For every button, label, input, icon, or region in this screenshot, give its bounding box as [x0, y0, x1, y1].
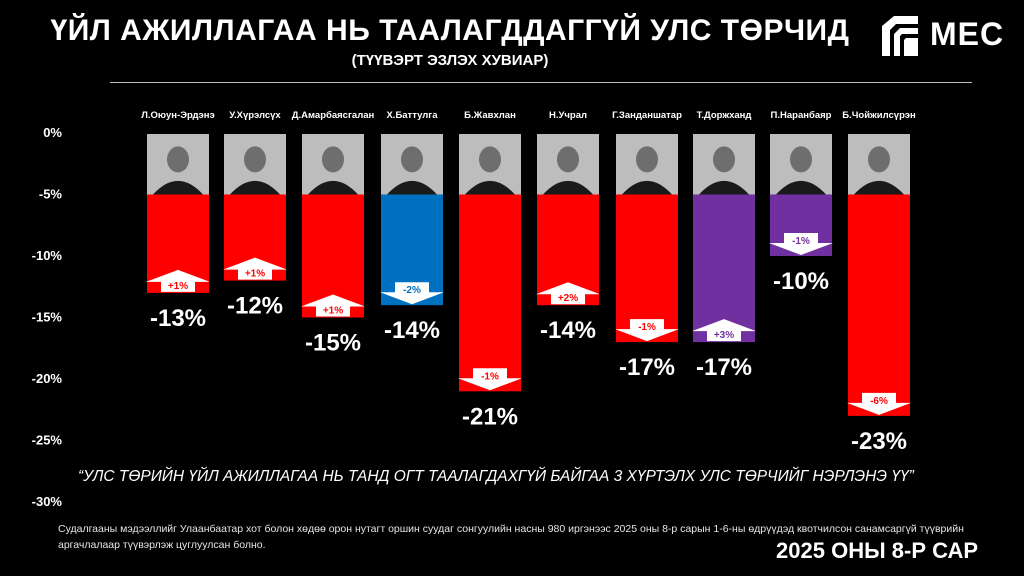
- candidate-name: У.Хүрэлсүх: [229, 110, 281, 121]
- portrait-head: [557, 146, 579, 173]
- candidate-name: Н.Учрал: [549, 110, 587, 121]
- change-label: -1%: [792, 236, 810, 247]
- portrait-suit: [776, 180, 826, 195]
- portrait-head: [167, 146, 189, 173]
- bar: [848, 194, 910, 416]
- bar: [459, 194, 521, 392]
- portrait-suit: [153, 180, 203, 195]
- candidate-portrait: [302, 134, 364, 195]
- portrait-head: [868, 146, 890, 173]
- change-label: +3%: [714, 330, 734, 341]
- change-arrow-up-icon: [692, 319, 756, 342]
- candidate-name: Т.Доржханд: [697, 110, 752, 121]
- mec-logo: MEC: [876, 12, 1016, 60]
- y-tick-label: -30%: [32, 494, 63, 509]
- portrait-suit: [854, 180, 904, 195]
- change-arrow-down-icon: [615, 319, 679, 342]
- value-label: -17%: [696, 354, 752, 381]
- change-label: +1%: [168, 281, 188, 292]
- bar: [693, 194, 755, 343]
- portrait-head: [636, 146, 658, 173]
- change-arrow-down-icon: [380, 282, 444, 305]
- y-tick-label: -10%: [32, 248, 63, 263]
- portrait-head: [322, 146, 344, 173]
- portrait-head: [479, 146, 501, 173]
- candidate-portrait: [459, 134, 521, 195]
- candidate-portrait: [381, 134, 443, 195]
- value-label: -15%: [305, 330, 361, 357]
- chart-subtitle: (ТҮҮВЭРТ ЭЗЛЭХ ХУВИАР): [351, 52, 549, 69]
- portrait-suit: [622, 180, 672, 195]
- portrait-suit: [308, 180, 358, 195]
- bar: [616, 194, 678, 343]
- survey-date: 2025 ОНЫ 8-Р САР: [776, 538, 978, 563]
- change-arrow-down-icon: [458, 368, 522, 391]
- chart-title: ҮЙЛ АЖИЛЛАГАА НЬ ТААЛАГДДАГГҮЙ УЛС ТӨРЧИ…: [50, 14, 850, 47]
- change-label: +1%: [323, 306, 343, 317]
- change-arrow-down-icon: [769, 233, 833, 255]
- change-arrow-up-icon: [146, 269, 210, 292]
- change-arrow-down-icon: [847, 392, 911, 415]
- change-label: -1%: [638, 322, 656, 333]
- candidate-name: Б.Чойжилсүрэн: [842, 110, 916, 121]
- logo-text: MEC: [930, 16, 1005, 52]
- change-label: +2%: [558, 293, 578, 304]
- change-label: -2%: [403, 285, 421, 296]
- value-label: -14%: [540, 317, 596, 344]
- y-tick-label: 0%: [43, 125, 62, 140]
- value-label: -14%: [384, 317, 440, 344]
- survey-question: “УЛС ТӨРИЙН ҮЙЛ АЖИЛЛАГАА НЬ ТАНД ОГТ ТА…: [78, 468, 914, 485]
- candidate-name: Д.Амарбаясгалан: [292, 110, 375, 121]
- portrait-head: [401, 146, 423, 173]
- value-label: -23%: [851, 428, 907, 455]
- portrait-head: [244, 146, 266, 173]
- change-label: -1%: [481, 371, 499, 382]
- candidate-portrait: [147, 134, 209, 195]
- change-arrow-up-icon: [223, 257, 287, 280]
- candidate-name: П.Наранбаяр: [771, 110, 832, 121]
- portrait-head: [713, 146, 735, 173]
- change-arrow-up-icon: [301, 294, 365, 317]
- candidate-name: Л.Оюун-Эрдэнэ: [141, 110, 215, 121]
- change-label: -6%: [870, 396, 888, 407]
- change-label: +1%: [245, 269, 265, 280]
- change-arrow-up-icon: [536, 282, 600, 305]
- y-tick-label: -20%: [32, 371, 63, 386]
- portrait-suit: [230, 180, 280, 195]
- value-label: -13%: [150, 305, 206, 332]
- candidate-portrait: [848, 134, 910, 195]
- portrait-head: [790, 146, 812, 173]
- y-tick-label: -15%: [32, 310, 63, 325]
- y-tick-label: -5%: [39, 187, 63, 202]
- candidate-name: Г.Занданшатар: [612, 110, 682, 121]
- methodology-footnote: Судалгааны мэдээллийг Улаанбаатар хот бо…: [58, 523, 964, 551]
- value-label: -12%: [227, 293, 283, 320]
- candidate-portrait: [770, 134, 832, 195]
- logo-mark-icon: [882, 16, 918, 56]
- portrait-suit: [465, 180, 515, 195]
- y-tick-label: -25%: [32, 433, 63, 448]
- candidate-name: Х.Баттулга: [386, 110, 438, 121]
- value-label: -17%: [619, 354, 675, 381]
- portrait-suit: [387, 180, 437, 195]
- candidate-portrait: [616, 134, 678, 195]
- candidate-name: Б.Жавхлан: [464, 110, 516, 121]
- candidate-portrait: [693, 134, 755, 195]
- portrait-suit: [543, 180, 593, 195]
- portrait-suit: [699, 180, 749, 195]
- candidate-portrait: [537, 134, 599, 195]
- value-label: -10%: [773, 268, 829, 295]
- title-divider: [110, 82, 972, 83]
- value-label: -21%: [462, 403, 518, 430]
- candidate-portrait: [224, 134, 286, 195]
